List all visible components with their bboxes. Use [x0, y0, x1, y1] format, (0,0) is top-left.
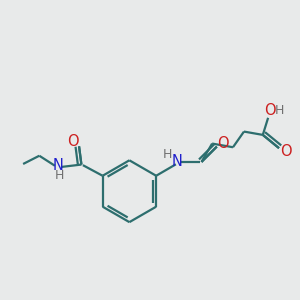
Text: N: N	[53, 158, 64, 173]
Text: H: H	[274, 104, 284, 117]
Text: H: H	[162, 148, 172, 161]
Text: O: O	[67, 134, 78, 148]
Text: H: H	[54, 169, 64, 182]
Text: N: N	[172, 154, 183, 169]
Text: O: O	[280, 144, 291, 159]
Text: O: O	[264, 103, 275, 118]
Text: O: O	[218, 136, 229, 151]
